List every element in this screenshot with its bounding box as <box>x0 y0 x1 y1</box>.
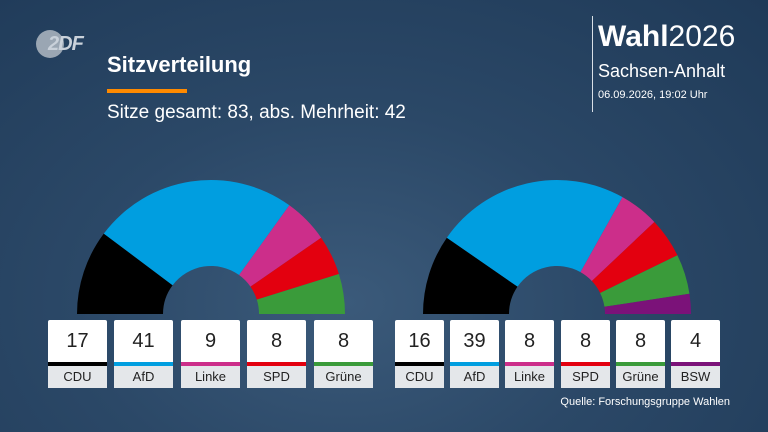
seat-slice-2-afd <box>446 179 623 287</box>
seat-value: 8 <box>579 330 592 352</box>
seat-value: 8 <box>523 330 536 352</box>
seat-value: 17 <box>66 330 89 352</box>
party-label: CDU <box>395 366 444 388</box>
seat-slice-1-spd <box>250 237 339 300</box>
seat-card-1-cdu: 17 CDU <box>48 320 107 388</box>
party-label: Grüne <box>616 366 665 388</box>
seat-card-1-afd: 41 AfD <box>114 320 173 388</box>
chart-subtitle: Sitze gesamt: 83, abs. Mehrheit: 42 <box>107 102 406 123</box>
seat-value: 8 <box>634 330 647 352</box>
seat-card-2-afd: 39 AfD <box>450 320 499 388</box>
seat-card-1-grüne: 8 Grüne <box>314 320 373 388</box>
brand-datetime: 06.09.2026, 19:02 Uhr <box>598 89 708 101</box>
brand-title-bold: Wahl <box>598 20 669 53</box>
chart-title: Sitzverteilung <box>107 52 252 77</box>
party-label: CDU <box>48 366 107 388</box>
party-label: Grüne <box>314 366 373 388</box>
seat-card-1-spd: 8 SPD <box>247 320 306 388</box>
seat-slice-1-grüne <box>256 274 345 314</box>
brand-region: Sachsen-Anhalt <box>598 61 726 81</box>
party-color-bar <box>114 362 173 366</box>
party-color-bar <box>314 362 373 366</box>
seat-value: 39 <box>463 330 486 352</box>
party-label: SPD <box>561 366 610 388</box>
seat-slice-2-linke <box>580 197 655 282</box>
seat-value: 9 <box>204 330 217 352</box>
seat-value: 8 <box>270 330 283 352</box>
party-label: AfD <box>450 366 499 388</box>
party-color-bar <box>181 362 240 366</box>
seat-value: 4 <box>689 330 702 352</box>
party-label: AfD <box>114 366 173 388</box>
seat-value: 8 <box>337 330 350 352</box>
party-color-bar <box>505 362 554 366</box>
seat-slice-1-linke <box>239 205 322 287</box>
seat-slice-2-grüne <box>600 255 690 307</box>
party-color-bar <box>450 362 499 366</box>
logo-circle <box>36 30 64 58</box>
party-color-bar <box>48 362 107 366</box>
seat-slice-1-afd <box>103 180 290 286</box>
seat-slice-1-cdu <box>77 233 173 314</box>
party-color-bar <box>561 362 610 366</box>
party-label: BSW <box>671 366 720 388</box>
seat-value: 16 <box>408 330 431 352</box>
source-note: Quelle: Forschungsgruppe Wahlen <box>560 396 730 408</box>
party-color-bar <box>671 362 720 366</box>
seat-slice-2-cdu <box>423 237 518 314</box>
party-color-bar <box>395 362 444 366</box>
zdf-logo: 2DF <box>36 30 86 58</box>
title-underline <box>107 89 187 93</box>
party-label: Linke <box>181 366 240 388</box>
seat-card-2-grüne: 8 Grüne <box>616 320 665 388</box>
seat-card-2-cdu: 16 CDU <box>395 320 444 388</box>
brand-title: Wahl2026 <box>598 20 735 54</box>
seat-card-2-linke: 8 Linke <box>505 320 554 388</box>
party-color-bar <box>247 362 306 366</box>
seat-card-1-linke: 9 Linke <box>181 320 240 388</box>
seat-slice-2-spd <box>591 221 678 293</box>
logo-text: 2DF <box>48 33 84 55</box>
party-label: SPD <box>247 366 306 388</box>
seat-slice-2-bsw <box>604 293 691 314</box>
party-label: Linke <box>505 366 554 388</box>
seat-value: 41 <box>132 330 155 352</box>
brand-divider <box>592 16 593 112</box>
seat-card-2-spd: 8 SPD <box>561 320 610 388</box>
brand-title-year: 2026 <box>668 20 736 53</box>
party-color-bar <box>616 362 665 366</box>
seat-card-2-bsw: 4 BSW <box>671 320 720 388</box>
